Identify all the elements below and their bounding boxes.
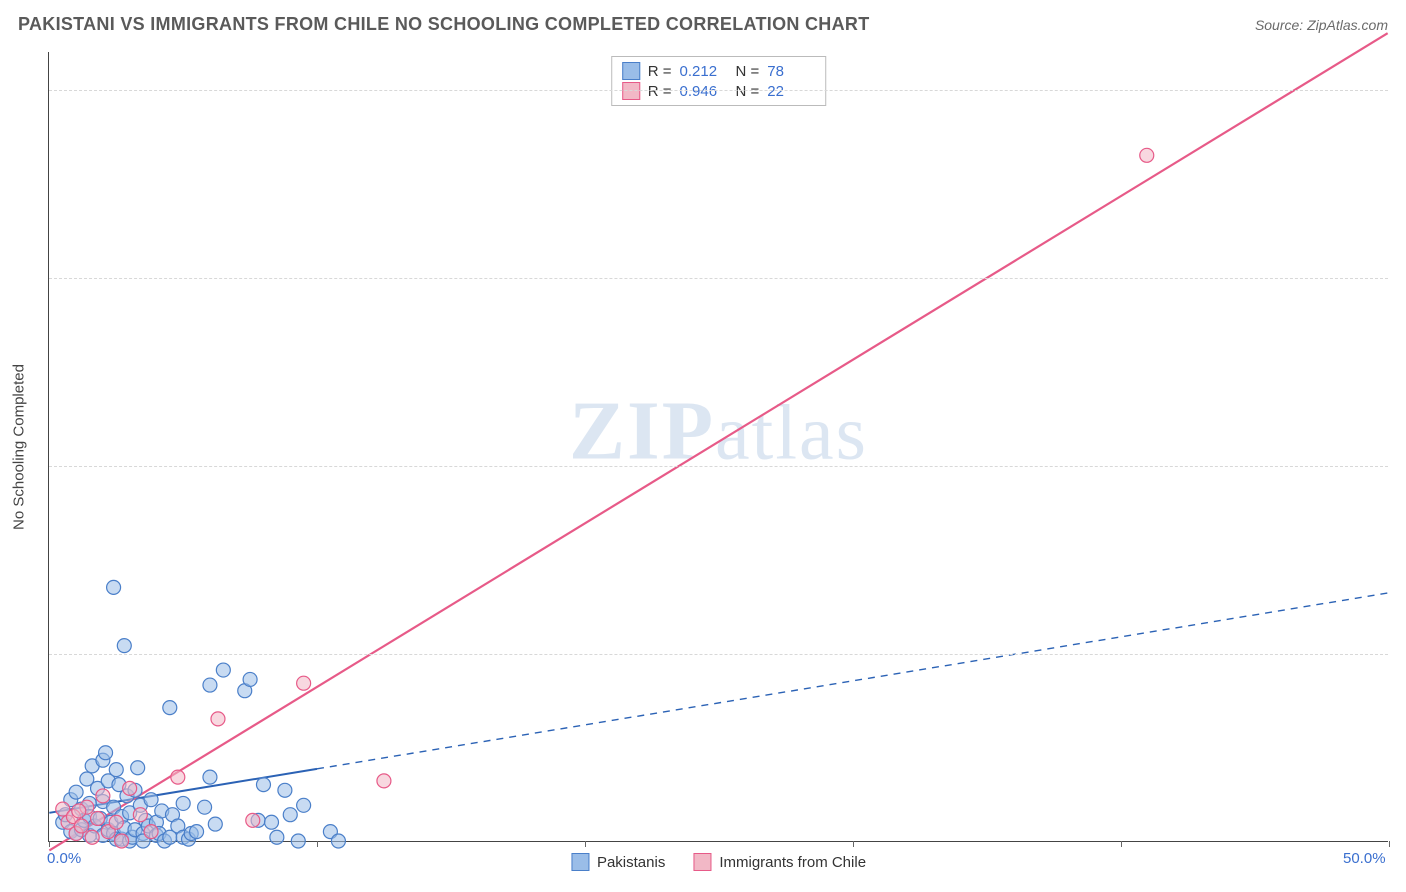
scatter-point (96, 789, 110, 803)
y-axis-label: No Schooling Completed (11, 364, 28, 530)
scatter-point (208, 817, 222, 831)
scatter-point (270, 830, 284, 844)
legend-swatch (622, 82, 640, 100)
scatter-point (283, 808, 297, 822)
scatter-point (171, 770, 185, 784)
scatter-point (246, 813, 260, 827)
chart-title: PAKISTANI VS IMMIGRANTS FROM CHILE NO SC… (18, 14, 869, 35)
series-legend: Pakistanis Immigrants from Chile (571, 853, 866, 871)
gridline (49, 654, 1388, 655)
scatter-point (69, 785, 83, 799)
scatter-point (144, 793, 158, 807)
scatter-point (256, 778, 270, 792)
scatter-point (203, 770, 217, 784)
scatter-point (291, 834, 305, 848)
legend-item: Pakistanis (571, 853, 665, 871)
scatter-point (115, 834, 129, 848)
scatter-point (91, 811, 105, 825)
scatter-point (278, 783, 292, 797)
legend-r-label: R = (648, 63, 672, 80)
scatter-point (74, 819, 88, 833)
legend-swatch (693, 853, 711, 871)
legend-swatch (622, 62, 640, 80)
gridline (49, 90, 1388, 91)
scatter-point (99, 746, 113, 760)
scatter-point (211, 712, 225, 726)
scatter-point (297, 676, 311, 690)
scatter-point (1140, 148, 1154, 162)
gridline (49, 278, 1388, 279)
x-tick (49, 841, 50, 847)
legend-r-value: 0.212 (680, 63, 728, 80)
scatter-point (190, 825, 204, 839)
legend-r-value: 0.946 (680, 83, 728, 100)
chart-header: PAKISTANI VS IMMIGRANTS FROM CHILE NO SC… (0, 0, 1406, 43)
scatter-point (331, 834, 345, 848)
scatter-point (85, 830, 99, 844)
legend-n-value: 78 (767, 63, 815, 80)
x-tick (1389, 841, 1390, 847)
legend-label: Pakistanis (597, 854, 665, 871)
legend-row: R = 0.946 N = 22 (622, 81, 816, 101)
plot-wrap: ZIPatlas R =0.212N =78R =0.946N =22 No S… (48, 52, 1388, 876)
legend-r-label: R = (648, 83, 672, 100)
legend-label: Immigrants from Chile (719, 854, 866, 871)
scatter-point (72, 804, 86, 818)
x-tick (1121, 841, 1122, 847)
scatter-points-layer (49, 52, 1388, 841)
scatter-point (131, 761, 145, 775)
x-tick-label: 0.0% (47, 850, 81, 867)
legend-n-value: 22 (767, 83, 815, 100)
legend-item: Immigrants from Chile (693, 853, 866, 871)
scatter-point (144, 825, 158, 839)
scatter-point (203, 678, 217, 692)
scatter-point (377, 774, 391, 788)
scatter-point (117, 639, 131, 653)
legend-row: R = 0.212 N = 78 (622, 61, 816, 81)
x-tick (317, 841, 318, 847)
legend-n-label: N = (736, 83, 760, 100)
correlation-legend: R = 0.212 N = 78 R = 0.946 N = 22 (611, 56, 827, 106)
gridline (49, 466, 1388, 467)
scatter-point (198, 800, 212, 814)
scatter-point (107, 580, 121, 594)
x-tick-label: 50.0% (1343, 850, 1386, 867)
x-tick (585, 841, 586, 847)
scatter-point (123, 781, 137, 795)
scatter-point (133, 808, 147, 822)
x-tick (853, 841, 854, 847)
scatter-point (176, 796, 190, 810)
scatter-point (109, 815, 123, 829)
scatter-point (265, 815, 279, 829)
legend-swatch (571, 853, 589, 871)
scatter-point (297, 798, 311, 812)
scatter-point (243, 672, 257, 686)
scatter-point (109, 763, 123, 777)
chart-source: Source: ZipAtlas.com (1255, 17, 1388, 33)
legend-n-label: N = (736, 63, 760, 80)
scatter-point (216, 663, 230, 677)
scatter-point (163, 701, 177, 715)
plot-area: ZIPatlas R =0.212N =78R =0.946N =22 No S… (48, 52, 1388, 842)
